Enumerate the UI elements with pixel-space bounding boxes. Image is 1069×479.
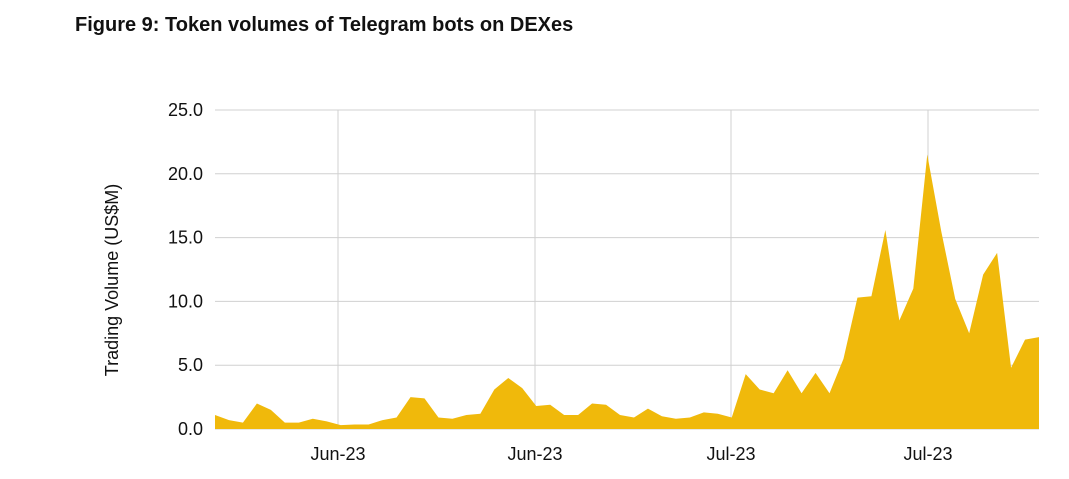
y-tick-label: 5.0 bbox=[178, 355, 203, 375]
x-tick-label: Jul-23 bbox=[706, 444, 755, 464]
x-tick-label: Jun-23 bbox=[507, 444, 562, 464]
y-tick-label: 10.0 bbox=[168, 291, 203, 311]
y-tick-label: 20.0 bbox=[168, 164, 203, 184]
y-tick-label: 15.0 bbox=[168, 228, 203, 248]
area-layer bbox=[215, 154, 1039, 429]
x-axis-ticks: Jun-23 Jun-23 Jul-23 Jul-23 bbox=[310, 444, 952, 464]
volume-area bbox=[215, 154, 1039, 429]
chart-title: Figure 9: Token volumes of Telegram bots… bbox=[75, 14, 574, 36]
x-tick-label: Jun-23 bbox=[310, 444, 365, 464]
y-axis-label: Trading Volume (US$M) bbox=[102, 184, 122, 376]
y-tick-label: 0.0 bbox=[178, 419, 203, 439]
y-axis-ticks: 0.0 5.0 10.0 15.0 20.0 25.0 bbox=[168, 100, 203, 439]
x-tick-label: Jul-23 bbox=[903, 444, 952, 464]
y-tick-label: 25.0 bbox=[168, 100, 203, 120]
